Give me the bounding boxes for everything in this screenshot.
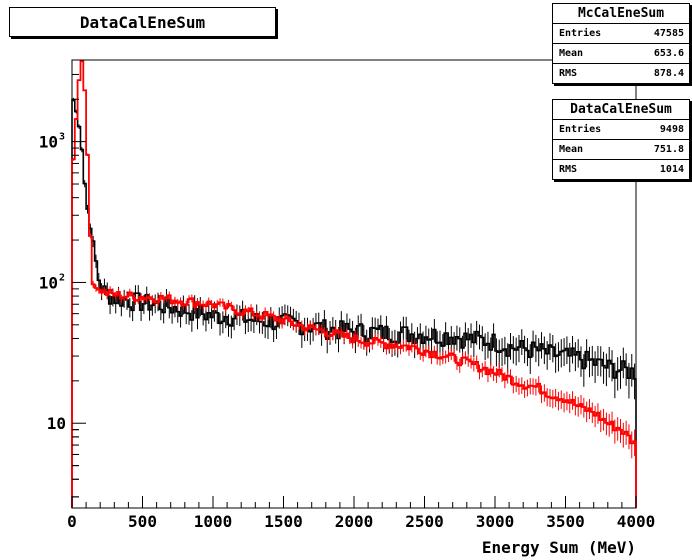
y-tick-exponent: 2: [59, 272, 65, 283]
y-tick-label: 10: [39, 133, 58, 152]
mc-series-line: [71, 60, 637, 508]
stats-entries-label: Entries: [559, 124, 602, 135]
x-tick-label: 2000: [335, 512, 374, 531]
stats-entries-row: Entries 9498: [553, 120, 689, 140]
mc-series-layer: [71, 60, 637, 508]
stats-entries-label: Entries: [559, 28, 602, 39]
stats-rms-row: RMS 1014: [553, 160, 689, 179]
chart-title: DataCalEneSum: [9, 7, 276, 37]
x-tick-label: 3500: [546, 512, 585, 531]
stats-rms-value: 878.4: [653, 68, 684, 79]
stats-rms-label: RMS: [559, 68, 578, 79]
stats-mean-value: 751.8: [653, 144, 684, 155]
x-axis-label: Energy Sum (MeV): [482, 538, 636, 557]
y-tick-label: 10: [47, 414, 66, 433]
stats-mean-value: 653.6: [653, 48, 684, 59]
x-tick-label: 4000: [617, 512, 656, 531]
stats-box-mc: McCalEneSum Entries 47585 Mean 653.6 RMS…: [552, 3, 690, 84]
stats-box-title: DataCalEneSum: [553, 100, 689, 120]
stats-mean-label: Mean: [559, 144, 584, 155]
x-tick-label: 2500: [405, 512, 444, 531]
stats-mean-row: Mean 751.8: [553, 140, 689, 160]
stats-rms-label: RMS: [559, 164, 578, 175]
stats-rms-row: RMS 878.4: [553, 64, 689, 83]
x-tick-label: 1500: [264, 512, 303, 531]
x-tick-label: 1000: [194, 512, 233, 531]
stats-box-data: DataCalEneSum Entries 9498 Mean 751.8 RM…: [552, 99, 690, 180]
stats-mean-row: Mean 653.6: [553, 44, 689, 64]
x-tick-label: 0: [67, 512, 77, 531]
stats-rms-value: 1014: [659, 164, 684, 175]
x-tick-label: 500: [128, 512, 157, 531]
stats-entries-row: Entries 47585: [553, 24, 689, 44]
stats-entries-value: 9498: [659, 124, 684, 135]
stats-box-title: McCalEneSum: [553, 4, 689, 24]
x-tick-label: 3000: [476, 512, 515, 531]
stats-entries-value: 47585: [653, 28, 684, 39]
y-tick-exponent: 3: [59, 132, 65, 143]
y-tick-label: 10: [39, 273, 58, 292]
chart-title-text: DataCalEneSum: [79, 12, 206, 32]
stats-mean-label: Mean: [559, 48, 584, 59]
